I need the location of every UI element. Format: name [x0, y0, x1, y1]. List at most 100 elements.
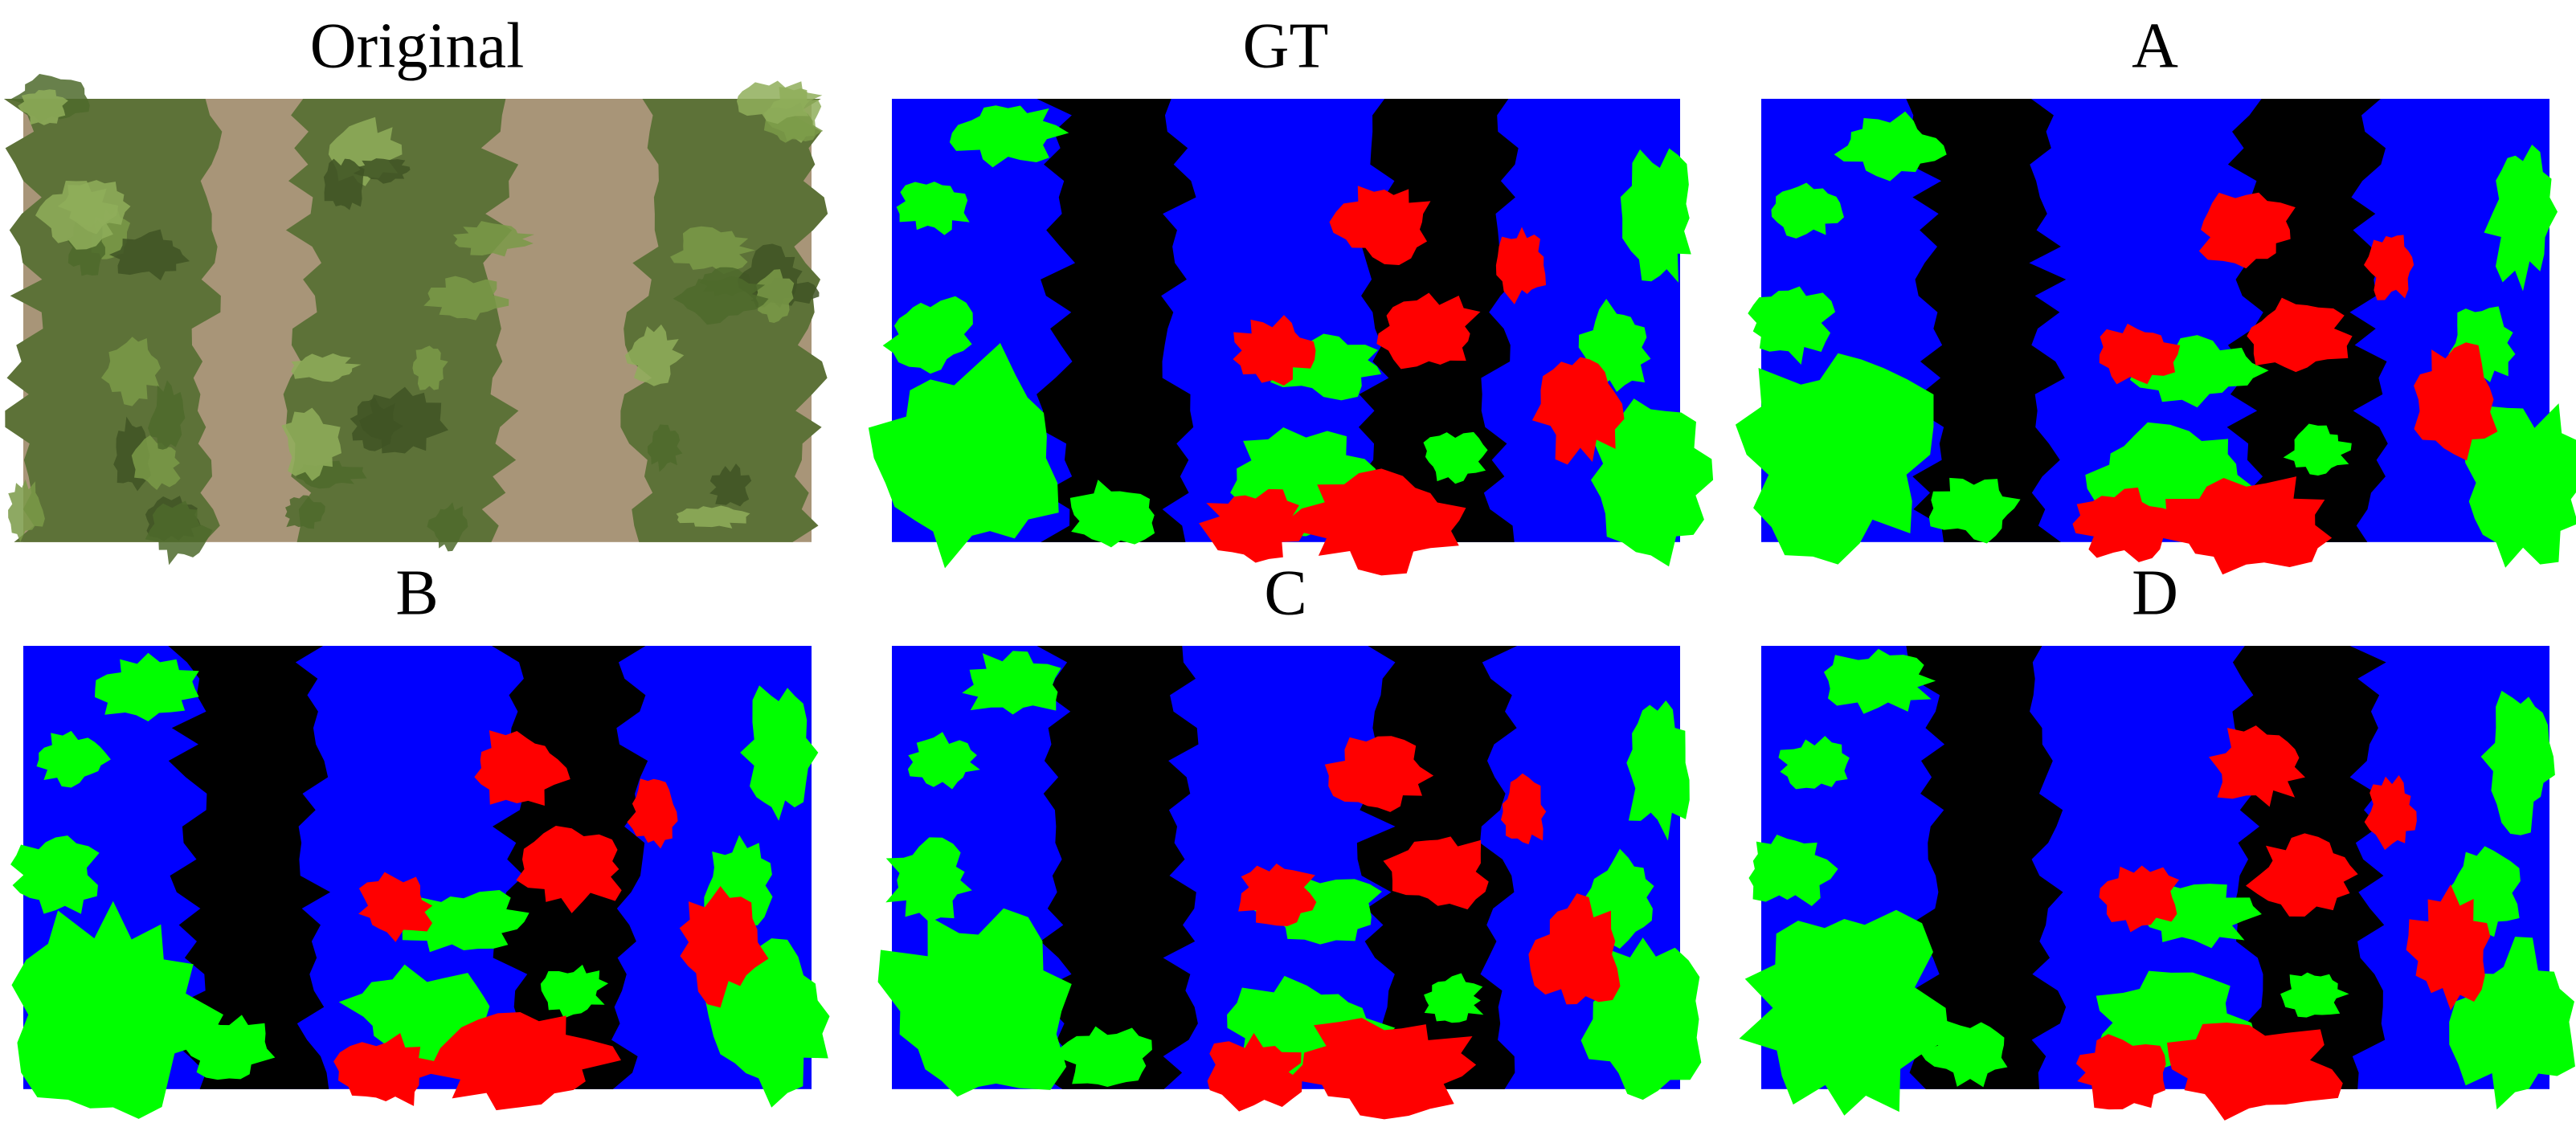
crop-class: [907, 732, 980, 790]
background-class: [1906, 646, 2067, 1089]
crop-class: [2283, 423, 2352, 476]
leaf: [18, 89, 68, 125]
leaf: [291, 353, 362, 382]
crop-class: [1590, 398, 1714, 567]
leaf: [736, 80, 823, 125]
leaf: [412, 345, 448, 390]
crop-class: [94, 652, 199, 721]
leaf: [673, 276, 769, 325]
background-class: [1036, 99, 1196, 542]
crop-class: [1823, 648, 1936, 714]
weed-class: [474, 730, 570, 807]
leaf: [647, 424, 683, 472]
crop-class: [882, 296, 973, 374]
weed-class: [1376, 292, 1481, 370]
background-class: [1037, 646, 1199, 1089]
crop-class: [949, 105, 1069, 168]
panel-title: Original: [310, 10, 525, 81]
crop-class: [885, 837, 972, 923]
leaf: [624, 324, 685, 386]
crop-class: [1735, 353, 1934, 565]
weed-class: [358, 872, 433, 942]
panel-title: A: [2132, 10, 2178, 81]
crop-class: [1424, 973, 1484, 1023]
crop-class: [10, 835, 100, 914]
leaf: [353, 158, 411, 184]
crop-class: [2480, 690, 2555, 835]
crop-class: [1928, 477, 2021, 544]
weed-class: [516, 825, 622, 913]
weed-class: [2208, 725, 2305, 807]
weed-class: [1286, 468, 1466, 576]
crop-class: [11, 900, 224, 1119]
weed-class: [2156, 476, 2333, 575]
weed-class: [1528, 893, 1621, 1005]
leaf: [709, 463, 752, 507]
crop-class: [1626, 700, 1690, 841]
background-class: [168, 646, 331, 1089]
crop-class: [1739, 909, 1949, 1116]
crop-class: [1920, 1020, 2008, 1088]
crop-class: [896, 182, 970, 235]
panel-image: [1739, 646, 2575, 1121]
weed-class: [1238, 864, 1317, 927]
background-class: [1906, 99, 2067, 542]
leaf: [423, 276, 509, 321]
crop-class: [2280, 972, 2349, 1018]
leaf: [452, 221, 535, 257]
weed-class: [1324, 736, 1434, 812]
crop-class: [740, 685, 819, 821]
leaf: [427, 502, 468, 552]
crop-class: [1834, 111, 1947, 182]
crop-class: [2462, 403, 2576, 568]
weed-class: [2414, 342, 2498, 461]
weed-class: [1495, 227, 1547, 304]
weed-class: [1329, 186, 1431, 266]
weed-class: [1207, 1032, 1302, 1112]
weed-class: [2198, 192, 2296, 269]
crop-class: [962, 651, 1061, 715]
panel-title: D: [2132, 557, 2178, 628]
leaf: [131, 435, 181, 490]
weed-class: [430, 1012, 621, 1111]
crop-class: [1423, 431, 1488, 484]
panel-title: C: [1264, 557, 1306, 628]
weed-class: [2246, 833, 2358, 917]
weed-class: [1288, 1018, 1477, 1120]
crop-class: [36, 730, 111, 788]
panel-image: [868, 99, 1714, 576]
panel-image: [1735, 99, 2576, 575]
leaf: [8, 479, 45, 542]
leaf: [108, 229, 190, 281]
panel-title: B: [395, 557, 438, 628]
crop-class: [1620, 148, 1691, 283]
weed-class: [2099, 865, 2180, 933]
weed-class: [1531, 357, 1625, 465]
weed-class: [2406, 884, 2491, 1011]
weed-class: [2363, 235, 2414, 300]
leaf: [676, 505, 750, 529]
leaf: [284, 495, 325, 529]
weed-class: [2364, 775, 2417, 851]
leaf: [148, 380, 186, 450]
panel-image: [3, 74, 828, 566]
panel-image: [877, 646, 1702, 1120]
weed-class: [2247, 297, 2353, 373]
weed-class: [2075, 1034, 2166, 1110]
weed-class: [1500, 773, 1547, 845]
crop-class: [183, 1015, 276, 1080]
leaf: [670, 226, 755, 275]
crop-class: [1069, 480, 1155, 548]
panel-image: [10, 646, 830, 1119]
leaf: [145, 500, 213, 566]
crop-class: [877, 908, 1072, 1097]
leaf: [281, 407, 342, 481]
crop-class: [540, 964, 609, 1019]
panel-title: GT: [1243, 10, 1329, 81]
crop-class: [1058, 1026, 1152, 1088]
leaf: [57, 180, 131, 235]
leaf: [323, 158, 365, 210]
weed-class: [1199, 488, 1305, 563]
